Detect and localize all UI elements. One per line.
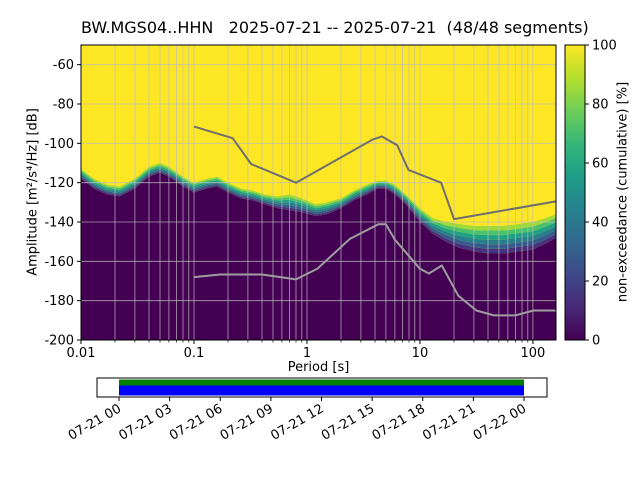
x-tick-label: 100 — [521, 346, 546, 361]
y-tick-label: -80 — [53, 98, 74, 113]
y-tick-label: -180 — [44, 294, 74, 309]
transition-band — [81, 166, 556, 240]
y-tick-label: -200 — [44, 334, 74, 349]
time-tick-label: 07-21 12 — [268, 401, 326, 443]
colorbar-tick-label: 80 — [592, 98, 609, 113]
colorbar-frame — [564, 44, 586, 341]
colorbar-tick-label: 100 — [592, 39, 617, 54]
y-tick-label: -60 — [53, 58, 74, 73]
ppsd-distribution-field — [81, 45, 556, 340]
coverage-bar-blue-fill — [119, 385, 524, 396]
nhnm-noise-model-line — [193, 125, 556, 221]
colorbar-tick-label: 60 — [592, 157, 609, 172]
time-tick-label: 07-21 09 — [218, 401, 276, 443]
low-percentile-region — [81, 172, 556, 340]
time-tick-label: 07-21 03 — [117, 401, 175, 443]
x-axis-label: Period [s] — [287, 360, 350, 375]
time-tick-label: 07-21 15 — [319, 401, 377, 443]
x-tick-label: 0.01 — [67, 346, 96, 361]
colorbar-tick-label: 20 — [592, 275, 609, 290]
grid-lines — [81, 45, 556, 340]
y-tick-label: -120 — [44, 176, 74, 191]
time-tick-label: 07-21 21 — [420, 401, 478, 443]
colorbar-tick-label: 40 — [592, 216, 609, 231]
transition-band — [81, 167, 556, 245]
nlnm-noise-model-line — [193, 223, 556, 317]
x-tick-label: 1 — [303, 346, 311, 361]
colorbar-label: non-exceedance (cumulative) [%] — [615, 81, 631, 303]
plot-frame — [80, 44, 557, 341]
coverage-bar-green-stripe — [119, 379, 524, 386]
x-tick-label: 0.1 — [184, 346, 205, 361]
time-tick-label: 07-22 00 — [471, 401, 529, 443]
y-axis-label: Amplitude [m²/s⁴/Hz] [dB] — [25, 108, 41, 276]
time-tick-label: 07-21 18 — [370, 401, 428, 443]
y-tick-label: -140 — [44, 216, 74, 231]
y-tick-label: -100 — [44, 137, 74, 152]
time-tick-label: 07-21 06 — [167, 401, 225, 443]
colorbar-tick-label: 0 — [592, 334, 600, 349]
y-tick-label: -160 — [44, 255, 74, 270]
x-tick-label: 10 — [412, 346, 429, 361]
colorbar-gradient — [565, 45, 585, 340]
time-tick-label: 07-21 00 — [66, 401, 124, 443]
plot-title: BW.MGS04..HHN 2025-07-21 -- 2025-07-21 (… — [81, 18, 589, 37]
